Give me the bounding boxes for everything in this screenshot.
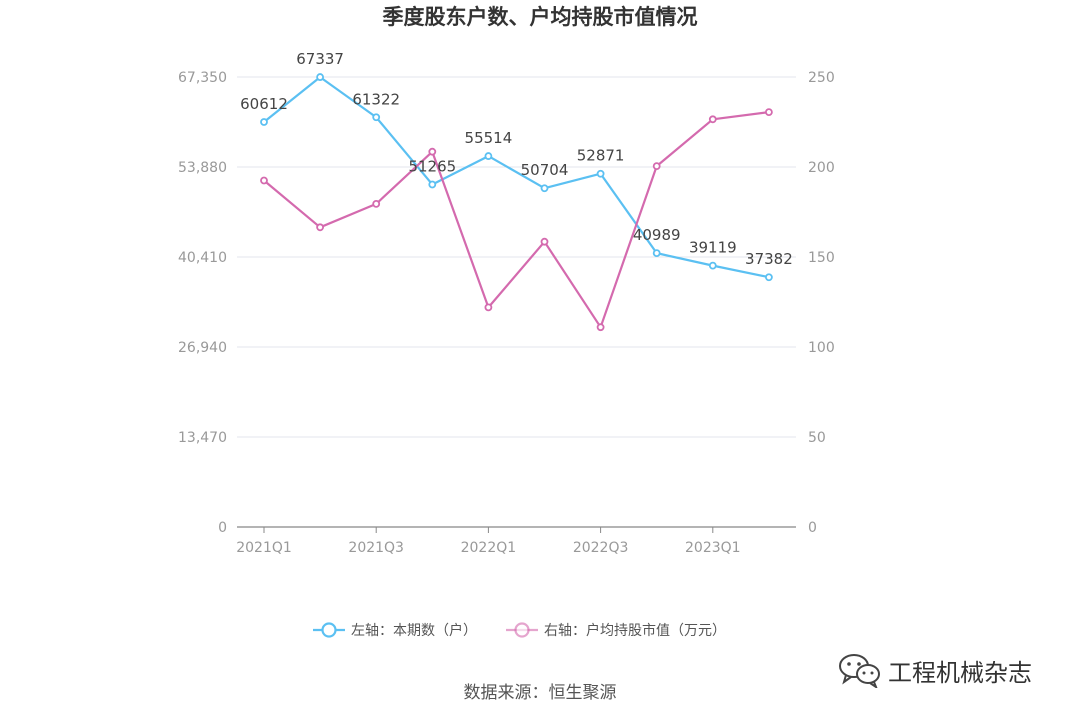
y-left-tick-label: 0 [218,520,227,536]
y-right-tick-label: 150 [808,250,835,266]
data-label: 67337 [296,50,344,68]
data-point[interactable] [765,273,773,282]
data-point[interactable] [316,223,325,232]
data-point[interactable] [372,113,381,122]
data-point[interactable] [260,176,268,185]
y-left-tick-label: 53,880 [178,160,227,176]
data-point[interactable] [708,115,717,124]
y-right-tick-label: 0 [808,520,817,536]
data-point[interactable] [652,162,661,171]
y-left-tick-label: 26,940 [178,340,227,356]
legend-marker [321,622,337,638]
legend-item-1[interactable]: 左轴：本期数（户） [313,622,477,639]
x-tick-label: 2023Q1 [685,540,741,556]
data-point[interactable] [316,73,325,81]
data-point[interactable] [765,108,773,116]
legend-label: 左轴：本期数（户） [351,622,477,639]
y-right-tick-label: 50 [808,430,826,446]
chart-title: 季度股东户数、户均持股市值情况 [383,5,698,29]
data-point[interactable] [484,152,493,160]
source-note: 数据来源：恒生聚源 [464,683,617,703]
data-point[interactable] [596,169,605,178]
legend-item-2[interactable]: 右轴：户均持股市值（万元） [506,622,726,639]
data-point[interactable] [596,323,605,332]
data-labels: 60612 67337 61322 51265 55514 50704 52871 40989… [240,50,793,268]
data-label: 51265 [408,157,456,175]
data-label: 37382 [745,250,793,268]
data-point[interactable] [652,249,661,258]
data-point[interactable] [260,118,268,126]
data-label: 61322 [352,90,400,108]
watermark-text: 工程机械杂志 [888,658,1032,687]
x-tick-label: 2022Q3 [573,540,629,556]
axes: 0 0 13,470 50 26,940 100 40,410 150 53,880 200 67,… [178,70,835,556]
series [260,73,773,332]
data-point[interactable] [428,180,437,189]
data-point[interactable] [428,147,437,156]
legend-marker [514,622,530,638]
data-label: 55514 [465,129,513,147]
data-point[interactable] [708,261,717,270]
x-tick-label: 2021Q1 [236,540,292,556]
y-right-tick-label: 100 [808,340,835,356]
x-tick-label: 2021Q3 [348,540,404,556]
data-point[interactable] [372,199,381,208]
legend-label: 右轴：户均持股市值（万元） [544,622,726,639]
data-label: 39119 [689,239,737,257]
wechat-icon [839,654,880,688]
grid-lines [237,76,796,438]
series-line-1 [263,75,770,279]
data-point[interactable] [540,184,549,193]
data-label: 52871 [577,147,625,165]
y-left-tick-label: 40,410 [178,250,227,266]
y-left-tick-label: 13,470 [178,430,227,446]
watermark: 工程机械杂志 [838,652,1032,688]
y-left-tick-label: 67,350 [178,70,227,86]
data-label: 50704 [521,161,569,179]
y-right-tick-label: 200 [808,160,835,176]
data-label: 40989 [633,226,681,244]
series-line-2 [263,111,770,329]
data-point[interactable] [540,237,549,246]
data-label: 60612 [240,95,288,113]
legend[interactable]: 左轴：本期数（户） 右轴：户均持股市值（万元） [313,622,726,639]
y-right-tick-label: 250 [808,70,835,86]
data-point[interactable] [484,303,493,312]
x-tick-label: 2022Q1 [461,540,517,556]
